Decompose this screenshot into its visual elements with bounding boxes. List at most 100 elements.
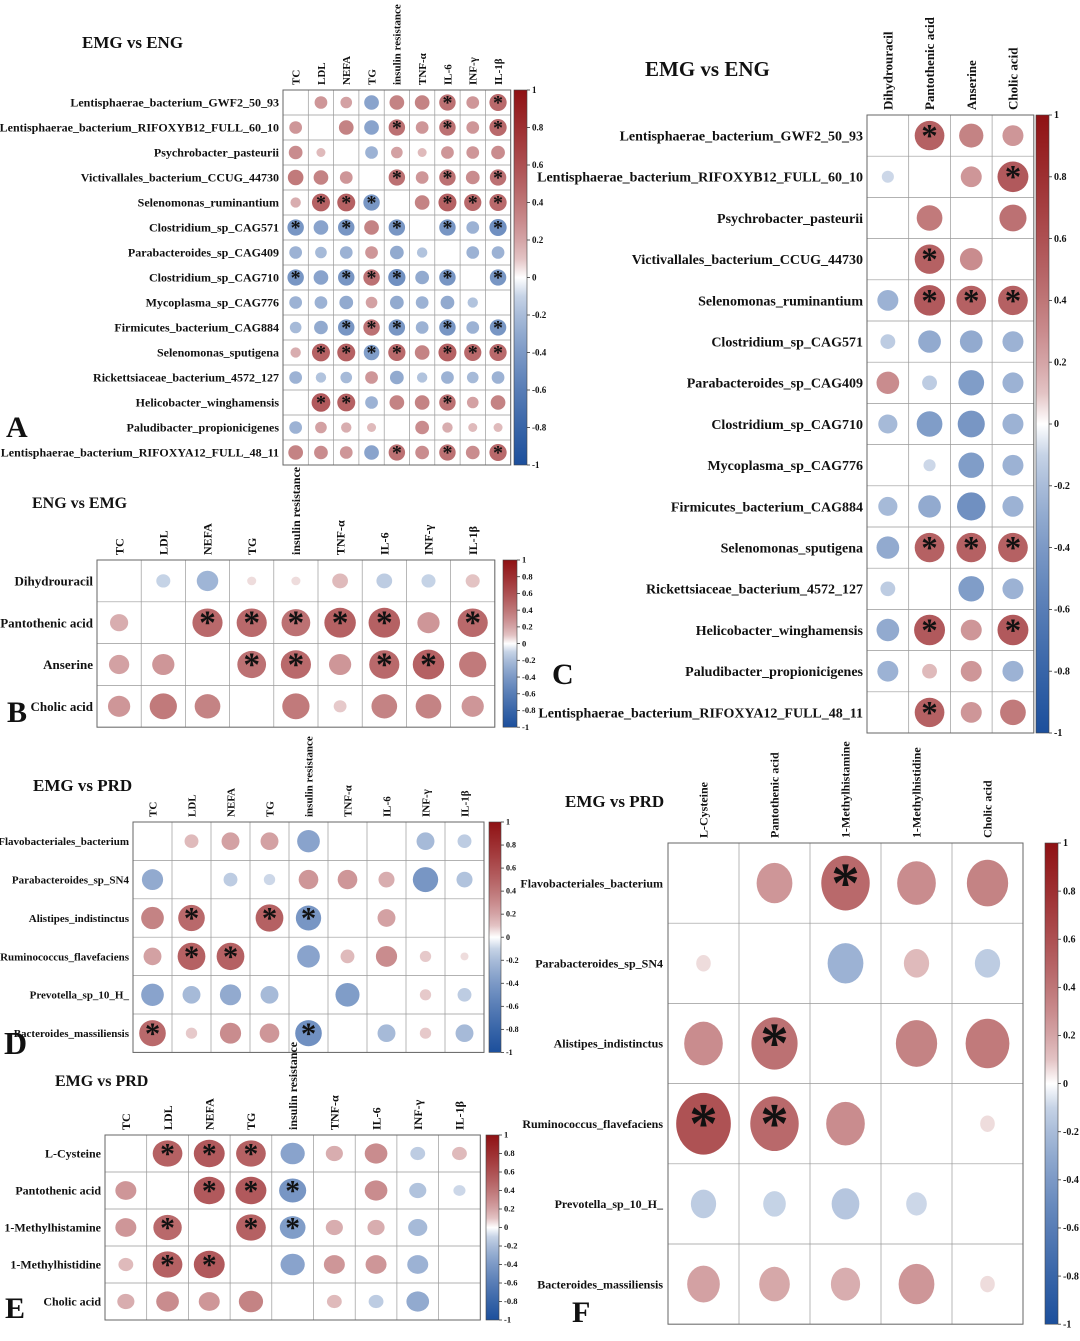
row-label: Selenomonas_sputigena	[157, 346, 279, 360]
column-label: insulin resistance	[289, 466, 303, 555]
significance-star: *	[301, 1016, 316, 1050]
significance-star: *	[244, 1175, 259, 1207]
corr-cell	[406, 1291, 430, 1312]
corr-cell	[365, 146, 378, 159]
significance-star: *	[316, 342, 326, 364]
significance-star: *	[367, 267, 377, 289]
colorbar-tick-label: -0.2	[1054, 481, 1070, 492]
significance-star: *	[202, 1175, 217, 1207]
corr-cell	[453, 1185, 466, 1196]
column-label: insulin resistance	[286, 1041, 300, 1130]
column-label: IL-1β	[459, 790, 471, 817]
row-label: Clostridium_sp_CAG710	[711, 418, 863, 433]
corr-cell	[409, 1182, 427, 1199]
significance-star: *	[184, 940, 199, 974]
colorbar-tick-label: -1	[532, 460, 540, 470]
corr-cell	[311, 393, 331, 412]
corr-cell	[830, 1267, 861, 1301]
row-label: Selenomonas_sputigena	[721, 542, 863, 557]
significance-star: *	[1005, 160, 1021, 196]
colorbar-tick-label: 0.8	[532, 122, 544, 132]
significance-star: *	[921, 283, 937, 319]
colorbar-tick-label: 1	[532, 85, 537, 95]
row-label: Mycoplasma_sp_CAG776	[707, 459, 863, 474]
panel-A: EMG vs ENG A TC LDL NEFA TG insulin resistance…	[0, 4, 547, 470]
corr-cell	[415, 445, 430, 460]
corr-cell	[466, 371, 479, 384]
column-label: 1-Methylhistidine	[910, 747, 924, 838]
colorbar-tick-label: -1	[1054, 728, 1062, 739]
corr-cell	[389, 245, 404, 260]
corr-cell	[441, 146, 454, 159]
corr-cell	[315, 372, 327, 383]
corr-cell	[974, 949, 1001, 978]
corr-cell	[287, 269, 304, 286]
corr-cell	[295, 905, 322, 931]
colorbar-tick-label: 0.6	[1054, 234, 1067, 245]
corr-cell	[922, 375, 937, 391]
corr-cell	[459, 651, 487, 678]
colorbar-tick-label: -0.6	[532, 385, 547, 395]
corr-cell	[412, 649, 445, 680]
row-label: Victivallales_bacterium_CCUG_44730	[81, 171, 279, 185]
corr-cell	[1002, 372, 1024, 394]
corr-cell	[414, 95, 430, 110]
corr-cell	[750, 1096, 799, 1152]
significance-star: *	[420, 647, 437, 684]
corr-cell	[367, 1219, 385, 1236]
corr-cell	[177, 942, 206, 971]
colorbar-tick-label: -0.4	[504, 1259, 518, 1269]
corr-cell	[297, 945, 320, 968]
colorbar	[513, 89, 528, 466]
column-label: TNF-α	[328, 1095, 342, 1130]
colorbar-tick-label: -0.4	[522, 672, 536, 682]
column-label: Cholic acid	[981, 780, 995, 838]
corr-cell	[914, 285, 946, 316]
colorbar-tick-label: 0.2	[504, 1204, 515, 1214]
colorbar-tick-label: -1	[504, 1315, 511, 1325]
corr-cell	[377, 909, 396, 927]
row-label: Lentisphaerae_bacterium_RIFOXYA12_FULL_4…	[538, 706, 863, 721]
corr-cell	[219, 1022, 242, 1044]
significance-star: *	[493, 442, 503, 464]
corr-cell	[259, 1023, 280, 1043]
corr-cell	[216, 942, 245, 971]
corr-cell	[289, 421, 303, 434]
column-label: INF-γ	[411, 1099, 425, 1130]
corr-cell	[287, 169, 304, 186]
significance-star: *	[262, 901, 277, 935]
corr-cell	[916, 205, 943, 231]
row-label: Parabacteroides_sp_SN4	[12, 874, 130, 886]
corr-cell	[489, 443, 507, 462]
corr-cell	[325, 1145, 343, 1162]
corr-cell	[439, 169, 456, 186]
significance-star: *	[160, 1138, 175, 1170]
colorbar-tick-label: -0.6	[506, 1002, 519, 1011]
row-label: 1-Methylhistidine	[10, 1258, 101, 1272]
grid-border	[667, 842, 1024, 1325]
corr-cell	[465, 574, 480, 588]
corr-cell	[337, 869, 358, 890]
row-label: Paludibacter_propionicigenes	[127, 421, 280, 435]
corr-cell	[439, 94, 456, 111]
corr-cell	[255, 904, 284, 932]
column-label: TG	[366, 69, 378, 85]
colorbar-tick-label: 0	[1063, 1079, 1068, 1090]
colorbar-tick-label: 0.8	[1063, 886, 1076, 897]
row-label: L-Cysteine	[45, 1147, 102, 1161]
corr-cell	[1002, 578, 1024, 600]
corr-cell	[827, 943, 864, 984]
corr-cell	[465, 445, 480, 460]
corr-cell	[107, 695, 131, 717]
corr-cell	[363, 269, 380, 286]
colorbar-tick-label: -0.2	[532, 310, 547, 320]
corr-cell	[415, 420, 430, 435]
corr-cell	[338, 269, 355, 286]
colorbar-tick-label: 0.6	[532, 160, 544, 170]
corr-cell	[415, 171, 429, 184]
corr-cell	[1002, 496, 1024, 517]
colorbar-tick-label: -0.8	[532, 422, 547, 432]
corr-cell	[756, 862, 793, 904]
row-label: Firmicutes_bacterium_CAG884	[114, 321, 279, 335]
corr-cell	[388, 169, 406, 186]
